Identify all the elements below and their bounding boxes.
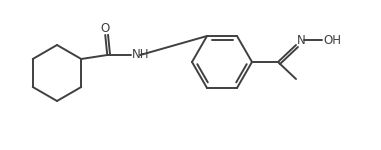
- Text: OH: OH: [323, 33, 341, 46]
- Text: N: N: [297, 33, 306, 46]
- Text: NH: NH: [131, 48, 149, 60]
- Text: O: O: [101, 21, 110, 34]
